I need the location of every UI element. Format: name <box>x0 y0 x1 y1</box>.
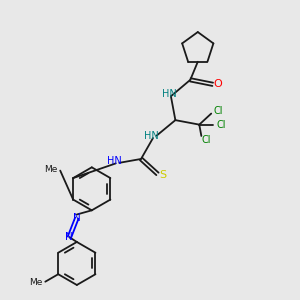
Text: Me: Me <box>29 278 43 287</box>
Text: S: S <box>159 170 167 180</box>
Text: Me: Me <box>44 165 58 174</box>
Text: HN: HN <box>107 156 122 166</box>
Text: N: N <box>73 213 81 223</box>
Text: Cl: Cl <box>202 134 211 145</box>
Text: HN: HN <box>162 89 177 99</box>
Text: HN: HN <box>144 131 159 141</box>
Text: N: N <box>65 232 73 242</box>
Text: O: O <box>214 79 223 89</box>
Text: Cl: Cl <box>217 120 226 130</box>
Text: Cl: Cl <box>214 106 224 116</box>
